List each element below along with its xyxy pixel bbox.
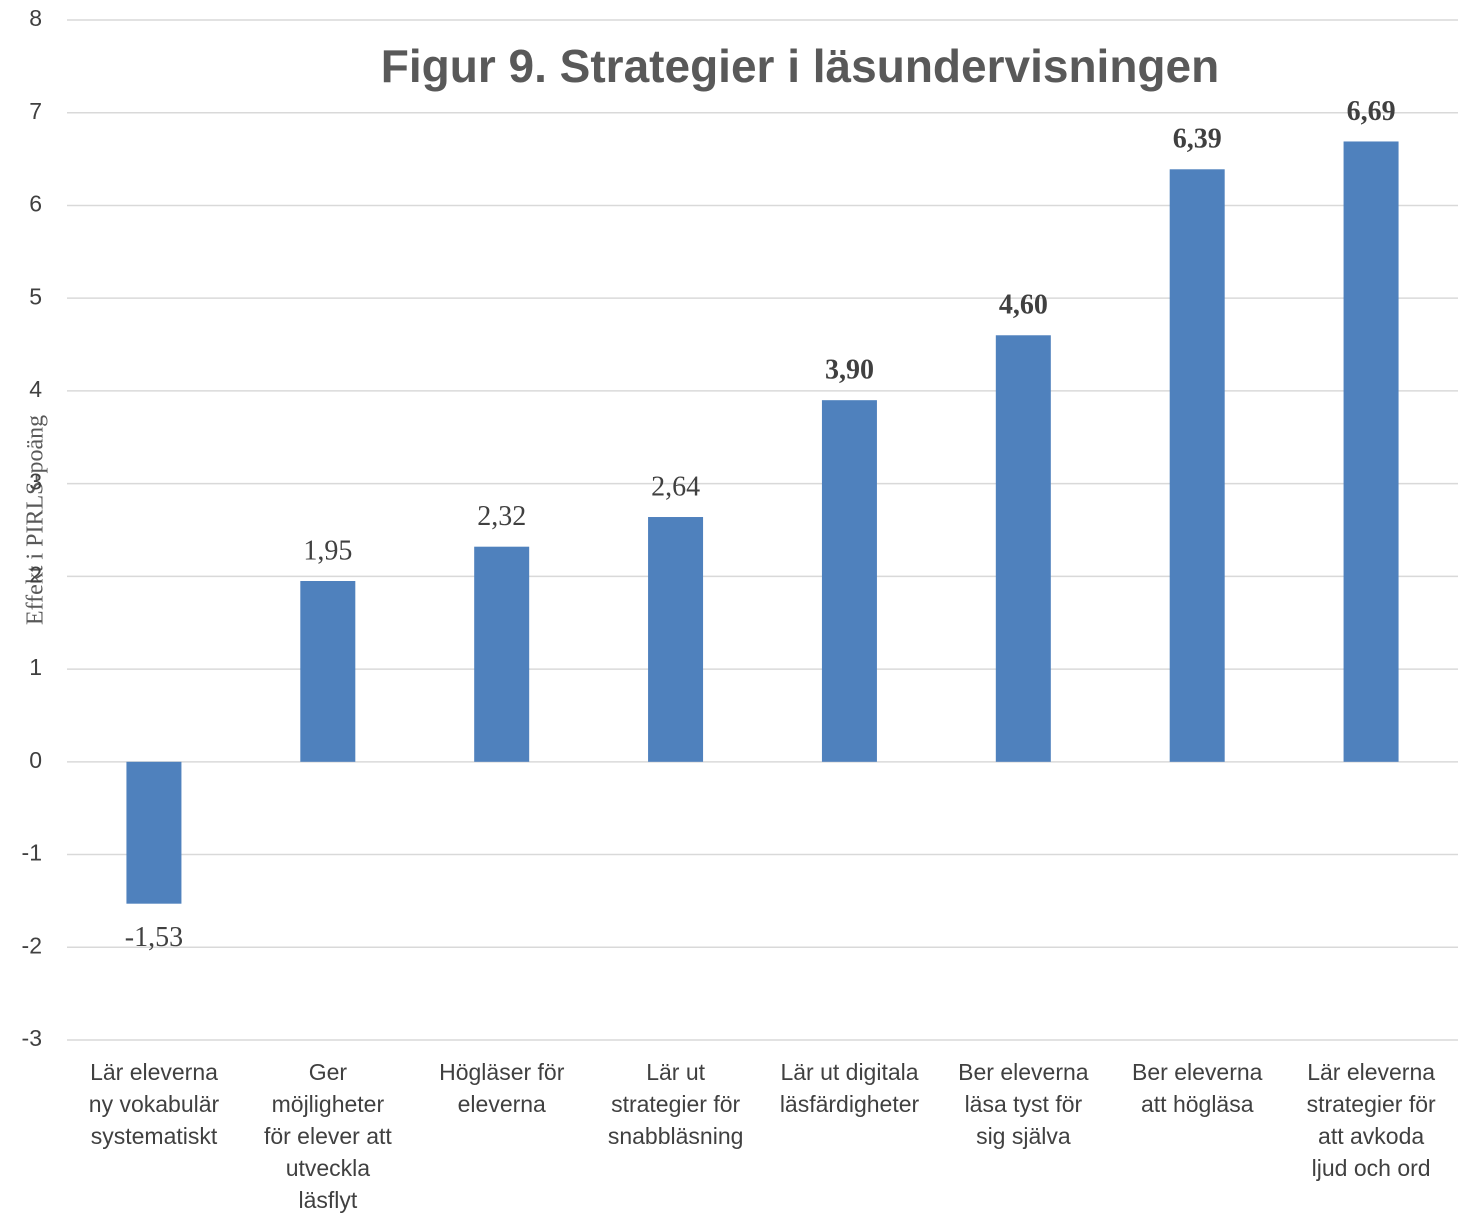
data-label: 2,64 <box>651 471 700 502</box>
x-tick-label: Högläser för eleverna <box>439 1059 565 1117</box>
chart-title: Figur 9. Strategier i läsundervisningen <box>381 40 1219 92</box>
y-tick-label: 4 <box>29 376 42 402</box>
data-label: 3,90 <box>825 355 874 386</box>
data-label: 2,32 <box>477 501 526 532</box>
bar <box>300 581 356 762</box>
bar <box>126 761 182 904</box>
bar <box>1169 169 1225 762</box>
x-tick-label: Lär eleverna strategier för att avkoda l… <box>1306 1059 1436 1181</box>
data-label: 6,39 <box>1173 124 1222 155</box>
data-label: 4,60 <box>999 290 1048 321</box>
bar <box>995 335 1051 762</box>
y-tick-label: 8 <box>29 5 42 31</box>
y-tick-label: 6 <box>29 191 42 217</box>
y-tick-label: 3 <box>29 469 42 495</box>
bar <box>648 517 704 762</box>
x-tick-label: Ber eleverna att högläsa <box>1132 1059 1263 1117</box>
y-axis-label: Effekt i PIRLS-poäng <box>23 415 49 625</box>
y-tick-label: -1 <box>22 840 42 866</box>
x-tick-label: Lär eleverna ny vokabulär systematiskt <box>88 1059 220 1149</box>
x-tick-label: Lär ut digitala läsfärdigheter <box>779 1059 920 1117</box>
y-tick-label: 7 <box>29 98 42 124</box>
bar <box>474 546 530 762</box>
y-tick-label: -2 <box>22 932 42 958</box>
y-tick-label: 1 <box>29 654 42 680</box>
bar <box>821 400 877 762</box>
x-tick-label: Ber eleverna läsa tyst för sig själva <box>958 1059 1089 1149</box>
y-tick-label: 2 <box>29 561 42 587</box>
x-tick-label: Lär ut strategier för snabbläsning <box>607 1059 744 1149</box>
bar <box>1343 141 1399 762</box>
x-tick-label: Ger möjligheter för elever att utveckla … <box>263 1059 392 1213</box>
y-tick-label: 5 <box>29 283 42 309</box>
data-label: -1,53 <box>125 922 183 953</box>
data-label: 1,95 <box>303 535 352 566</box>
y-tick-label: 0 <box>29 747 42 773</box>
y-tick-label: -3 <box>22 1025 42 1051</box>
data-label: 6,69 <box>1347 96 1396 127</box>
